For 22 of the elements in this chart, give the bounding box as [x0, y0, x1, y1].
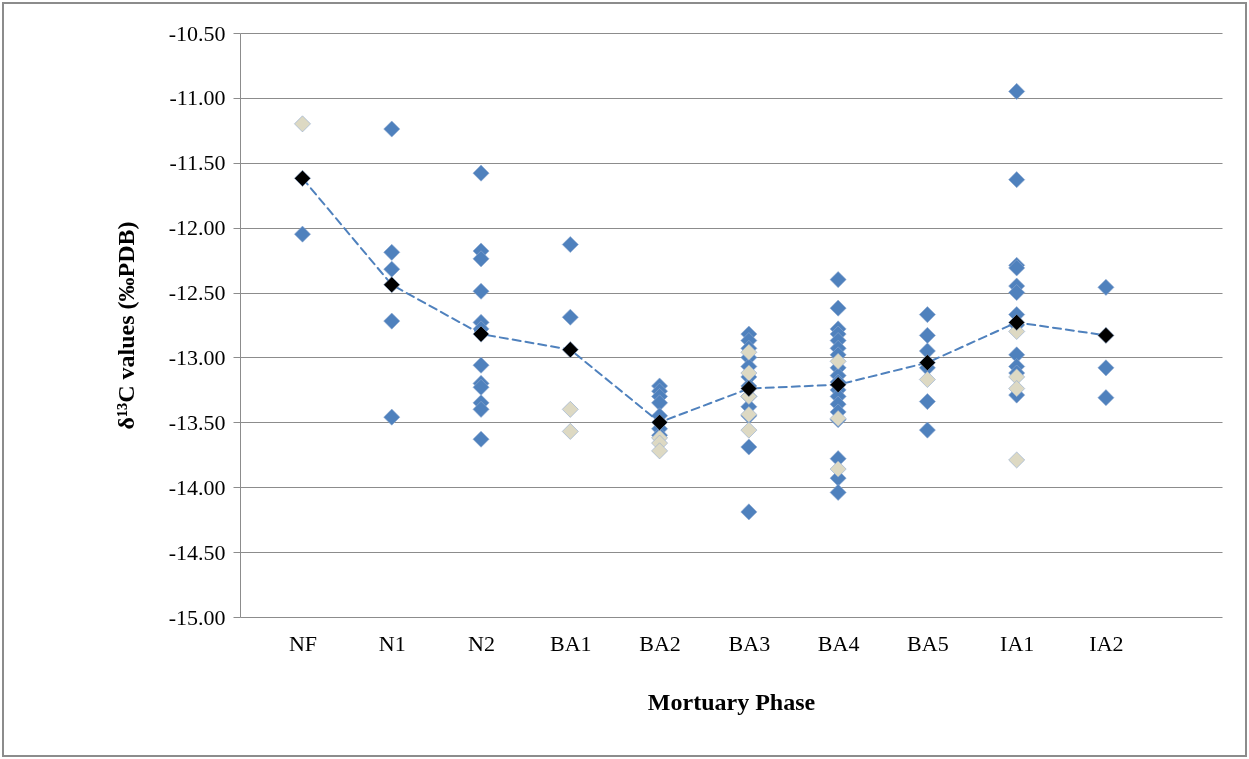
x-tick-label: BA1	[550, 630, 592, 656]
y-tick-label: -14.50	[168, 539, 226, 565]
y-tick-label: -12.00	[168, 215, 226, 241]
x-tick-label: BA5	[907, 630, 949, 656]
y-tick-label: -15.00	[168, 604, 226, 630]
y-tick-label: -13.00	[168, 344, 226, 370]
y-tick-label: -11.00	[169, 85, 226, 111]
y-tick-label: -14.00	[168, 474, 226, 500]
y-tick-label: -13.50	[168, 409, 226, 435]
x-tick-label: BA2	[639, 630, 681, 656]
x-tick-label: IA1	[1000, 630, 1035, 656]
x-tick-label: N1	[378, 630, 406, 656]
x-tick-label: NF	[288, 630, 318, 656]
y-axis-title: δ¹³C values (‰PDB)	[112, 221, 139, 430]
y-tick-label: -11.50	[169, 150, 226, 176]
y-tick-label: -10.50	[168, 20, 226, 46]
x-tick-label: IA2	[1089, 630, 1124, 656]
x-axis-title: Mortuary Phase	[647, 688, 816, 715]
x-tick-label: BA4	[817, 630, 860, 656]
x-tick-label: N2	[468, 630, 495, 656]
y-tick-label: -12.50	[168, 280, 226, 306]
x-tick-label: BA3	[728, 630, 771, 656]
